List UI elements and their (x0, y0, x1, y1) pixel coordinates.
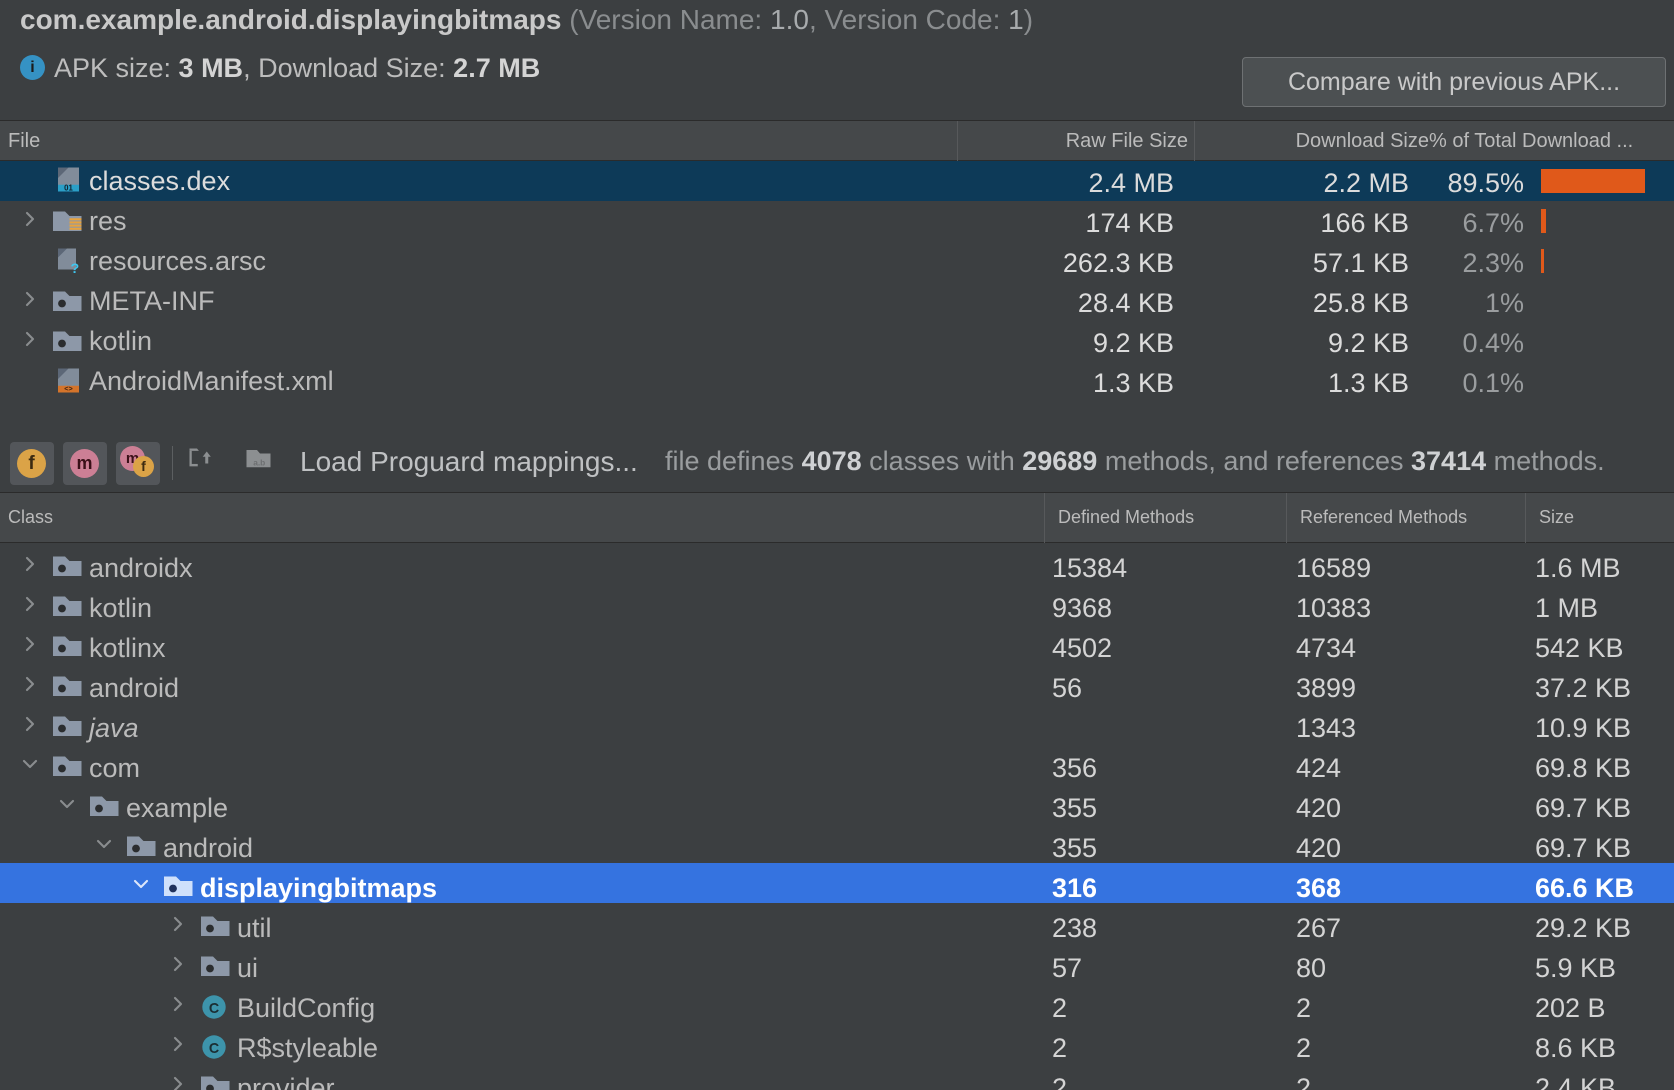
svg-text:C: C (209, 1041, 219, 1057)
svg-text:?: ? (70, 261, 79, 277)
svg-text:01: 01 (64, 183, 73, 192)
svg-text:C: C (209, 1001, 219, 1017)
svg-text:<>: <> (64, 384, 72, 393)
svg-text:a.b: a.b (253, 457, 265, 467)
